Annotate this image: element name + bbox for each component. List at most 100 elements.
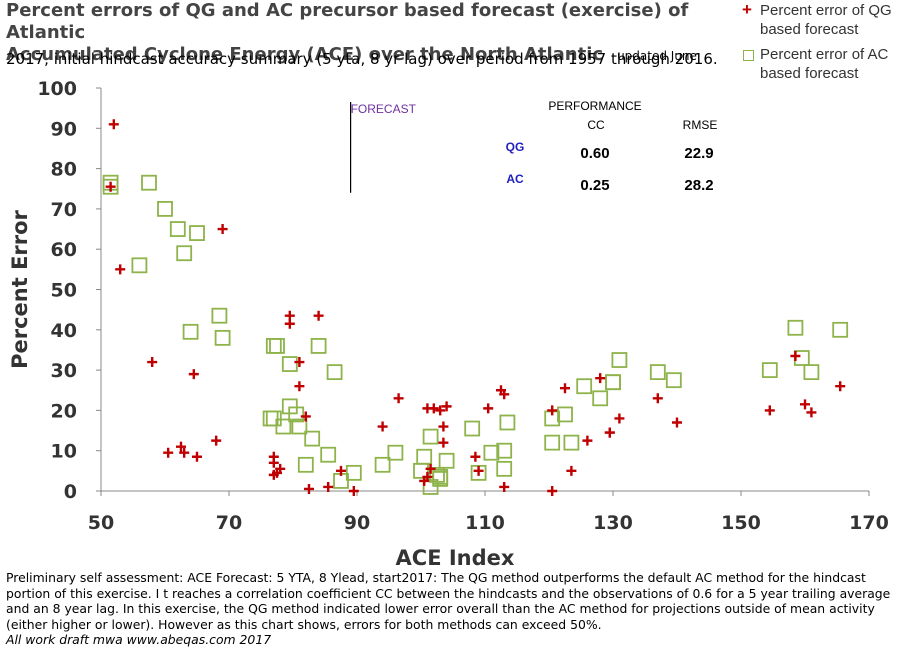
ac-error-point (275, 418, 292, 435)
scatter-chart: 50 70 90 110 130 150 170 0 10 20 30 40 50 60 70 80 90 100… (8, 78, 889, 570)
qg-error-point (560, 383, 570, 394)
qg-error-point (188, 369, 199, 380)
ac-error-point (832, 321, 849, 338)
x-tick-label: 170 (849, 512, 889, 534)
ac-error-point (374, 456, 391, 473)
ac-error-point (544, 434, 561, 451)
qg-error-point (806, 407, 817, 418)
qg-error-point (192, 451, 202, 462)
ac-error-point (432, 468, 449, 485)
y-tick-label: 30 (51, 360, 77, 382)
y-tick-label: 20 (51, 400, 77, 422)
ac-error-point (214, 329, 231, 346)
y-tick-label: 90 (51, 118, 77, 140)
qg-error-point (438, 421, 449, 432)
ac-error-point (189, 225, 205, 241)
y-tick-label: 10 (51, 441, 77, 463)
ac-error-point (304, 430, 321, 447)
qg-error-point (313, 310, 324, 321)
qg-error-point (547, 405, 558, 416)
qg-error-point (595, 373, 606, 384)
qg-error-point (499, 389, 510, 400)
ac-error-point (169, 221, 186, 237)
x-tick-label: 150 (721, 512, 761, 534)
ac-error-point (793, 350, 810, 366)
rmse-value: 22.9 (684, 145, 713, 162)
forecast-label: FORECAST (351, 102, 417, 116)
ac-error-point (429, 466, 445, 483)
qg-error-point (835, 381, 846, 392)
qg-error-point (284, 318, 295, 329)
ac-error-point (787, 319, 804, 336)
ac-error-point (141, 174, 157, 191)
qg-error-point (425, 463, 436, 474)
ac-error-point (297, 456, 314, 473)
ac-error-point (269, 338, 285, 354)
ac-error-point (464, 420, 481, 437)
x-tick-label: 130 (593, 512, 633, 534)
qg-error-point (790, 350, 801, 361)
cc-header: CC (587, 118, 605, 132)
y-tick-label: 100 (37, 78, 77, 100)
qg-error-point (115, 264, 126, 275)
data-marks (102, 119, 849, 496)
legend-label-ac: Percent error of AC based forecast (760, 46, 889, 82)
qg-error-point (275, 463, 286, 474)
plus-marker-icon: + (742, 0, 752, 19)
legend-label-qg: Percent error of QG based forecast (760, 2, 892, 38)
method-label: QG (506, 140, 525, 154)
ac-error-point (288, 406, 305, 423)
qg-error-point (428, 403, 439, 414)
ac-error-point (605, 374, 621, 391)
ac-error-point (387, 444, 404, 461)
qg-error-point (163, 447, 174, 458)
ac-error-point (182, 323, 199, 340)
ac-error-point (176, 245, 193, 262)
ac-error-point (576, 378, 593, 395)
ac-error-point (605, 374, 621, 391)
ac-error-point (211, 307, 228, 324)
y-tick-label: 0 (64, 481, 77, 503)
chart-subtitle: 2017, initial hindcast accuracy summary … (6, 50, 718, 68)
qg-error-point (614, 413, 625, 424)
cc-value: 0.60 (580, 145, 609, 162)
ac-error-point (281, 356, 298, 372)
qg-error-point (294, 357, 305, 368)
updated-label: updated June (617, 49, 697, 63)
qg-error-point (304, 483, 314, 494)
x-tick-label: 110 (465, 512, 505, 534)
annotations: FORECAST PERFORMANCE CC RMSE QG 0.60 22.9 AC 0.2… (350, 99, 718, 194)
qg-error-point (547, 486, 558, 496)
qg-error-point (105, 181, 116, 192)
rmse-header: RMSE (683, 118, 718, 132)
y-axis-title: Percent Error (8, 209, 32, 368)
qg-error-point (800, 399, 810, 410)
rmse-value: 28.2 (684, 177, 713, 194)
y-tick-label: 60 (51, 239, 77, 261)
qg-error-point (604, 427, 615, 438)
ac-error-point (761, 362, 778, 379)
title-line-2: Accumulated Cyclone Energy (ACE) over th… (6, 44, 604, 65)
title-line-1: Percent errors of QG and AC precursor ba… (6, 0, 689, 43)
ac-error-point (416, 448, 433, 465)
qg-error-point (499, 481, 510, 492)
ac-error-point (665, 372, 682, 389)
assessment-text: Preliminary self assessment: ACE Forecas… (6, 570, 891, 632)
qg-error-point (672, 417, 682, 428)
x-tick-label: 90 (344, 512, 370, 534)
qg-error-point (422, 471, 433, 482)
qg-error-point (108, 119, 119, 130)
legend-entry-qg: + Percent error of QG based forecast (742, 1, 907, 39)
cc-value: 0.25 (580, 177, 609, 194)
qg-error-point (336, 465, 346, 476)
ac-error-point (310, 338, 327, 354)
ac-error-point (345, 464, 362, 481)
square-marker-icon (743, 50, 754, 61)
qg-error-point (323, 481, 334, 492)
qg-error-point (483, 403, 494, 414)
qg-error-point (300, 411, 311, 422)
qg-error-point (217, 224, 228, 235)
performance-header: PERFORMANCE (548, 99, 641, 113)
qg-error-point (566, 465, 577, 476)
x-axis-title: ACE Index (396, 546, 515, 570)
